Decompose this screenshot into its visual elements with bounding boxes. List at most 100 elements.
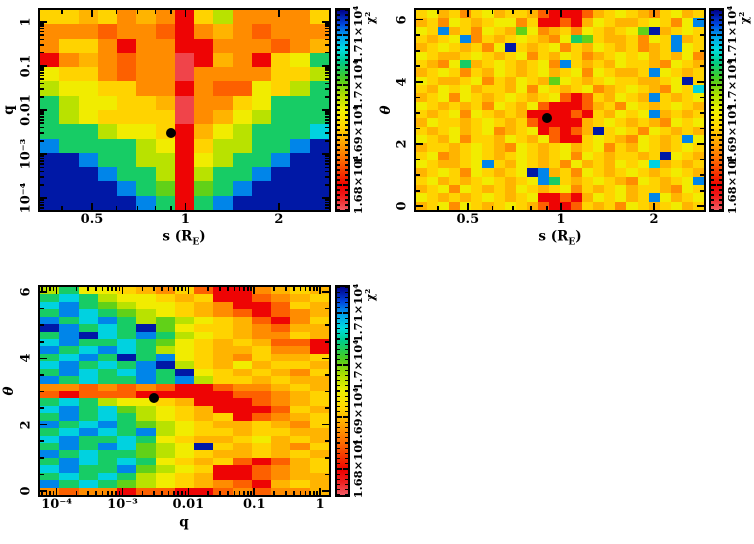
y-tick [40, 204, 44, 206]
heatmap-cell [290, 138, 310, 153]
heatmap-cell [526, 76, 538, 85]
heatmap-cell [526, 101, 538, 110]
heatmap-cell [438, 59, 450, 69]
heatmap-cell [648, 34, 660, 44]
heatmap-cell [637, 201, 649, 210]
heatmap-cell [493, 26, 505, 35]
y-tick [40, 88, 44, 90]
heatmap-cell [482, 84, 494, 94]
colorbar-tick [719, 174, 722, 176]
heatmap-cell [78, 167, 98, 182]
heatmap-cell [659, 93, 671, 102]
heatmap-cell [593, 201, 605, 210]
colorbar-tick [345, 74, 348, 76]
y-tick [40, 407, 44, 409]
colorbar-tick [337, 364, 342, 366]
heatmap-cell [648, 176, 660, 185]
colorbar-tick [345, 411, 348, 413]
heatmap-cell [271, 413, 291, 421]
heatmap-cell [449, 51, 461, 60]
heatmap-cell [560, 151, 572, 160]
heatmap-cell [97, 52, 118, 68]
x-tick [115, 206, 118, 210]
heatmap-cell [670, 93, 682, 102]
heatmap-cell [309, 413, 329, 421]
heatmap-cell [78, 472, 98, 481]
colorbar-tick [345, 457, 348, 460]
x-tick [467, 203, 469, 210]
heatmap-cell [493, 184, 505, 194]
y-tick-label: 4 [394, 77, 410, 87]
heatmap-cell [504, 201, 516, 210]
heatmap-cell [471, 10, 483, 19]
colorbar-tick-label: 1.7×10⁴ [351, 339, 365, 391]
heatmap-cell [659, 134, 671, 144]
heatmap-cell [427, 26, 439, 35]
heatmap-cell [117, 52, 137, 68]
heatmap-cell [571, 26, 583, 35]
heatmap-cell [232, 95, 252, 110]
heatmap-cell [526, 151, 538, 160]
heatmap-cell [416, 10, 428, 19]
heatmap-cell [504, 51, 516, 60]
heatmap-cell [427, 43, 439, 52]
heatmap-cell [526, 59, 538, 69]
heatmap-cell [290, 338, 310, 347]
heatmap-cell [582, 193, 594, 202]
colorbar-tick [337, 483, 340, 486]
heatmap-cell [626, 168, 638, 177]
x-tick [91, 10, 93, 17]
heatmap-cell [97, 442, 118, 451]
y-tick [40, 307, 44, 310]
heatmap-cell [515, 93, 527, 102]
heatmap-cell [438, 34, 450, 44]
colorbar-tick [337, 64, 340, 66]
colorbar-tick [345, 24, 348, 26]
x-axis-title-q: q [179, 514, 189, 531]
heatmap-cell [537, 59, 549, 69]
y-tick [325, 407, 329, 409]
heatmap-cell [515, 34, 527, 44]
y-tick [40, 74, 44, 77]
colorbar-tick [337, 317, 340, 319]
colorbar-tick [337, 194, 340, 196]
heatmap-cell [59, 294, 79, 302]
heatmap-cell [648, 109, 660, 119]
heatmap-cell [136, 38, 156, 53]
heatmap-cell [155, 109, 175, 125]
y-tick [697, 143, 704, 145]
heatmap-cell [97, 301, 118, 310]
heatmap-cell [271, 457, 291, 466]
heatmap-cell [493, 193, 505, 202]
heatmap-cell [213, 435, 233, 443]
heatmap-cell [309, 138, 329, 153]
heatmap-cell [251, 435, 272, 443]
heatmap-cell [155, 287, 175, 295]
heatmap-cell [548, 151, 560, 160]
colorbar-tick [337, 39, 340, 41]
heatmap-cell [449, 93, 461, 102]
heatmap-cell [482, 143, 494, 152]
heatmap-cell [515, 193, 527, 202]
y-tick [325, 126, 329, 129]
heatmap-cell [290, 450, 310, 458]
heatmap-cell [155, 435, 175, 443]
heatmap-cell [659, 151, 671, 160]
heatmap-cell [136, 195, 156, 210]
heatmap-cell [213, 338, 233, 347]
x-tick [530, 10, 532, 14]
colorbar-tick [337, 199, 340, 201]
colorbar-tick [345, 431, 348, 434]
y-tick [325, 69, 329, 71]
x-tick [121, 287, 124, 294]
x-tick [491, 206, 494, 210]
heatmap-cell [97, 376, 118, 384]
heatmap-cell [213, 472, 233, 481]
x-tick [170, 10, 173, 14]
heatmap-cell [290, 361, 310, 369]
heatmap-cell [78, 383, 98, 391]
colorbar-tick [711, 199, 714, 201]
heatmap-cell [194, 38, 214, 53]
colorbar-tick [719, 89, 722, 91]
heatmap-cell [59, 346, 79, 354]
